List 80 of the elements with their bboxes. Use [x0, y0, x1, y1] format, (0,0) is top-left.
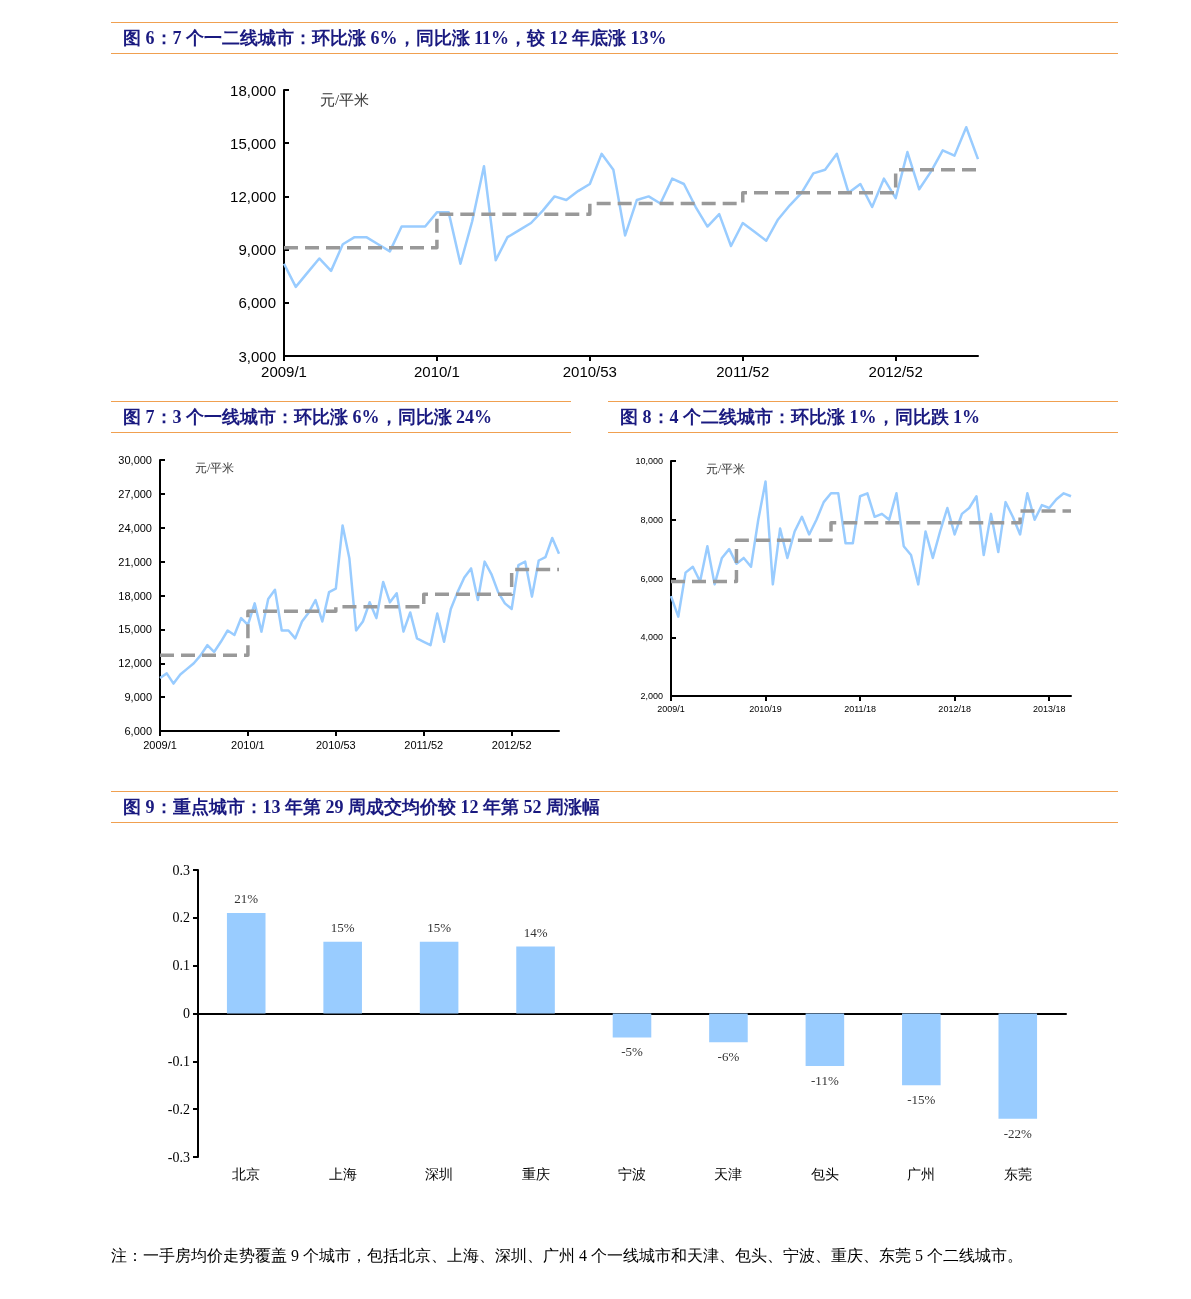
y-tick-label: 2,000 [640, 691, 663, 701]
x-tick-label: 2011/18 [844, 703, 877, 714]
chart-title: 图 9：重点城市：13 年第 29 周成交均价较 12 年第 52 周涨幅 [111, 791, 1118, 823]
y-tick-label: 9,000 [124, 691, 152, 704]
x-tick-label: 深圳 [425, 1166, 454, 1182]
y-tick-label: 8,000 [640, 514, 663, 525]
y-tick-label: 9,000 [238, 241, 276, 259]
line-series [669, 480, 1073, 618]
x-tick-label: 北京 [232, 1166, 261, 1182]
y-axis-title: 元/平米 [706, 462, 746, 476]
y-tick-label: 18,000 [230, 81, 276, 99]
x-tick-label: 2010/53 [562, 363, 617, 380]
y-axis-title: 元/平米 [320, 91, 370, 108]
y-tick-label: 27,000 [118, 487, 152, 500]
y-tick-label: 0.3 [172, 862, 190, 878]
x-tick-label: 2009/1 [261, 363, 307, 380]
y-tick-label: -0.3 [167, 1149, 190, 1165]
data-label: -11% [811, 1073, 839, 1089]
y-tick-label: 12,000 [230, 187, 276, 205]
y-axis-title: 元/平米 [195, 461, 235, 475]
y-tick-label: 6,000 [238, 294, 276, 312]
data-label: -22% [1003, 1125, 1033, 1141]
x-tick-label: 2012/52 [491, 738, 532, 751]
y-tick-label: 0 [183, 1006, 190, 1021]
data-label: 14% [523, 924, 548, 940]
x-tick-label: 重庆 [521, 1166, 550, 1182]
y-tick-label: 0.1 [172, 958, 190, 974]
data-label: 15% [427, 919, 452, 935]
bar [323, 941, 362, 1014]
line-series [158, 524, 561, 685]
line-series [282, 125, 980, 289]
bar [998, 1013, 1038, 1119]
x-tick-label: 天津 [714, 1166, 743, 1182]
bar [226, 913, 266, 1014]
chart-title: 图 7：3 个一线城市：环比涨 6%，同比涨 24% [111, 401, 571, 433]
bar [709, 1013, 748, 1043]
bar [805, 1013, 845, 1067]
y-tick-label: 6,000 [124, 725, 152, 737]
x-tick-label: 2010/19 [749, 703, 782, 714]
x-tick-label: 广州 [907, 1166, 936, 1182]
x-tick-label: 上海 [328, 1166, 357, 1182]
y-tick-label: 6,000 [640, 573, 663, 584]
y-tick-label: 0.2 [172, 910, 190, 926]
data-label: 21% [234, 891, 259, 907]
x-tick-label: 2010/1 [231, 738, 265, 751]
x-tick-label: 2013/18 [1032, 703, 1066, 714]
bar [612, 1013, 652, 1038]
text: 注：一手房均价走势覆盖 9 个城市，包括北京、上海、深圳、广州 4 个一线城市和天津、包头、宁波、重庆、东莞 5 个二线城市。 [111, 1246, 1024, 1266]
y-tick-label: 30,000 [118, 454, 152, 466]
chart-title: 图 6：7 个一二线城市：环比涨 6%，同比涨 11%，较 12 年底涨 13% [111, 22, 1118, 54]
data-label: -5% [621, 1044, 643, 1060]
x-tick-label: 东莞 [1003, 1166, 1032, 1182]
x-tick-label: 宁波 [618, 1166, 646, 1182]
y-tick-label: -0.1 [167, 1053, 190, 1069]
x-tick-label: 2011/52 [716, 363, 770, 380]
y-tick-label: 12,000 [118, 657, 152, 670]
y-tick-label: 15,000 [230, 134, 276, 152]
data-label: 15% [330, 919, 355, 935]
x-tick-label: 2009/1 [143, 738, 177, 751]
y-tick-label: 3,000 [238, 347, 276, 365]
y-tick-label: -0.2 [167, 1101, 190, 1117]
x-tick-label: 2012/52 [868, 363, 923, 380]
chart-title: 图 8：4 个二线城市：环比涨 1%，同比跌 1% [608, 401, 1118, 433]
y-tick-label: 24,000 [118, 521, 152, 534]
y-tick-label: 21,000 [118, 555, 152, 568]
y-tick-label: 10,000 [635, 456, 663, 466]
bar [902, 1013, 941, 1086]
y-tick-label: 15,000 [118, 623, 152, 636]
data-label: -15% [907, 1092, 936, 1108]
y-tick-label: 4,000 [640, 632, 663, 643]
bar [516, 946, 555, 1014]
x-tick-label: 2010/53 [315, 738, 356, 751]
x-tick-label: 包头 [810, 1166, 839, 1182]
x-tick-label: 2012/18 [938, 703, 971, 714]
y-tick-label: 18,000 [118, 589, 152, 602]
data-label: -6% [717, 1049, 740, 1065]
x-tick-label: 2010/1 [413, 363, 460, 380]
bar [419, 941, 459, 1014]
x-tick-label: 2009/1 [657, 703, 685, 714]
x-tick-label: 2011/52 [404, 738, 444, 751]
